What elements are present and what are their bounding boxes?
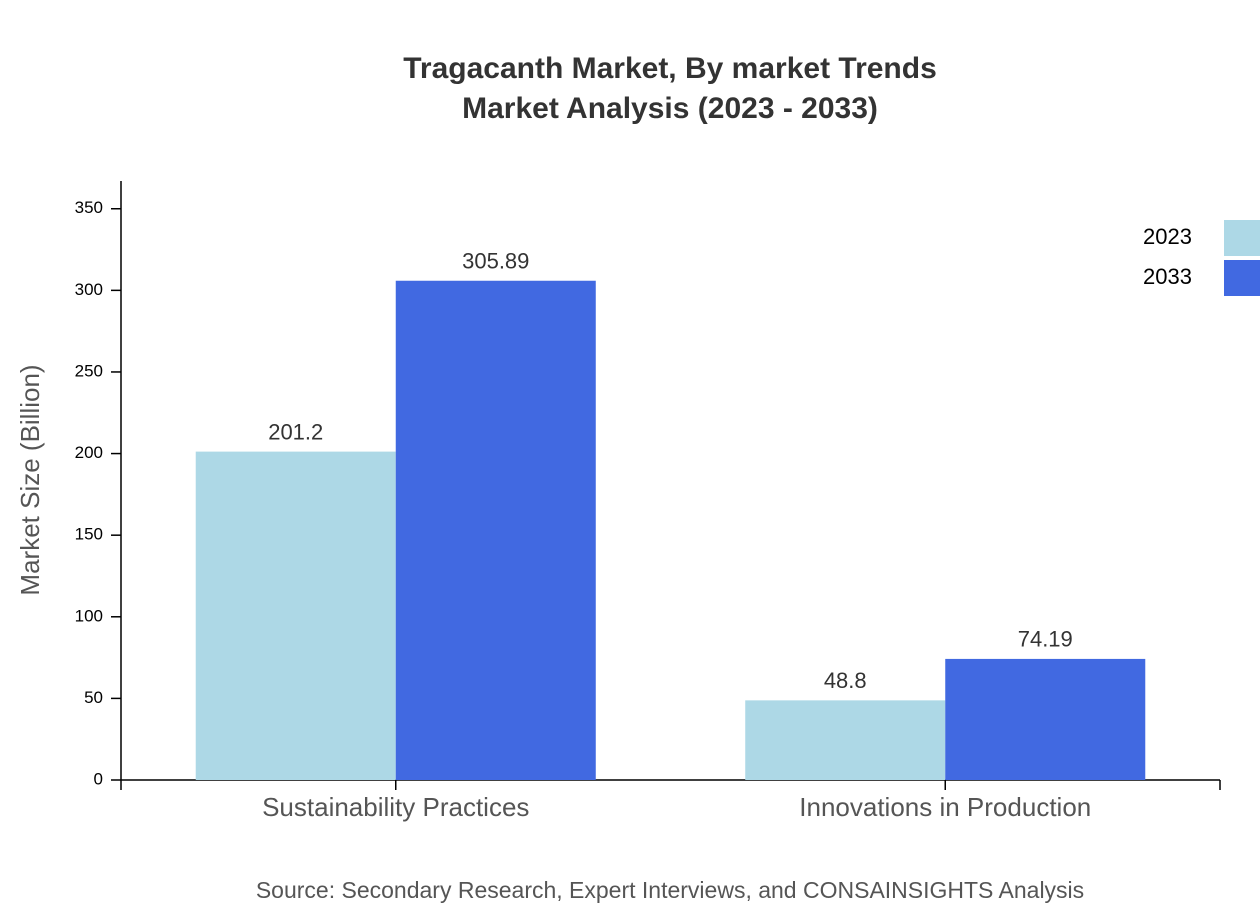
source-note: Source: Secondary Research, Expert Inter… <box>256 877 1084 903</box>
y-tick-label: 300 <box>75 280 103 299</box>
y-tick-label: 250 <box>75 361 103 380</box>
legend-label: 2023 <box>1143 224 1192 249</box>
bar <box>195 451 396 780</box>
x-tick-label: Sustainability Practices <box>262 792 529 822</box>
value-label: 48.8 <box>824 668 867 693</box>
y-tick-label: 350 <box>75 198 103 217</box>
bar <box>395 280 596 780</box>
value-label: 74.19 <box>1018 627 1073 652</box>
bar <box>945 658 1146 780</box>
value-label: 201.2 <box>268 419 323 444</box>
chart-subtitle: Market Analysis (2023 - 2033) <box>462 92 878 125</box>
y-tick-label: 100 <box>75 606 103 625</box>
y-tick-label: 200 <box>75 443 103 462</box>
legend-label: 2033 <box>1143 264 1192 289</box>
x-tick-label: Innovations in Production <box>799 792 1091 822</box>
y-tick-label: 0 <box>94 769 103 788</box>
legend-swatch <box>1224 220 1260 256</box>
y-tick-label: 50 <box>84 688 103 707</box>
bar <box>745 700 946 780</box>
legend-swatch <box>1224 260 1260 296</box>
value-label: 305.89 <box>462 249 529 274</box>
y-tick-label: 150 <box>75 525 103 544</box>
y-axis-label: Market Size (Billion) <box>15 364 45 595</box>
chart-title: Tragacanth Market, By market Trends <box>403 52 937 85</box>
